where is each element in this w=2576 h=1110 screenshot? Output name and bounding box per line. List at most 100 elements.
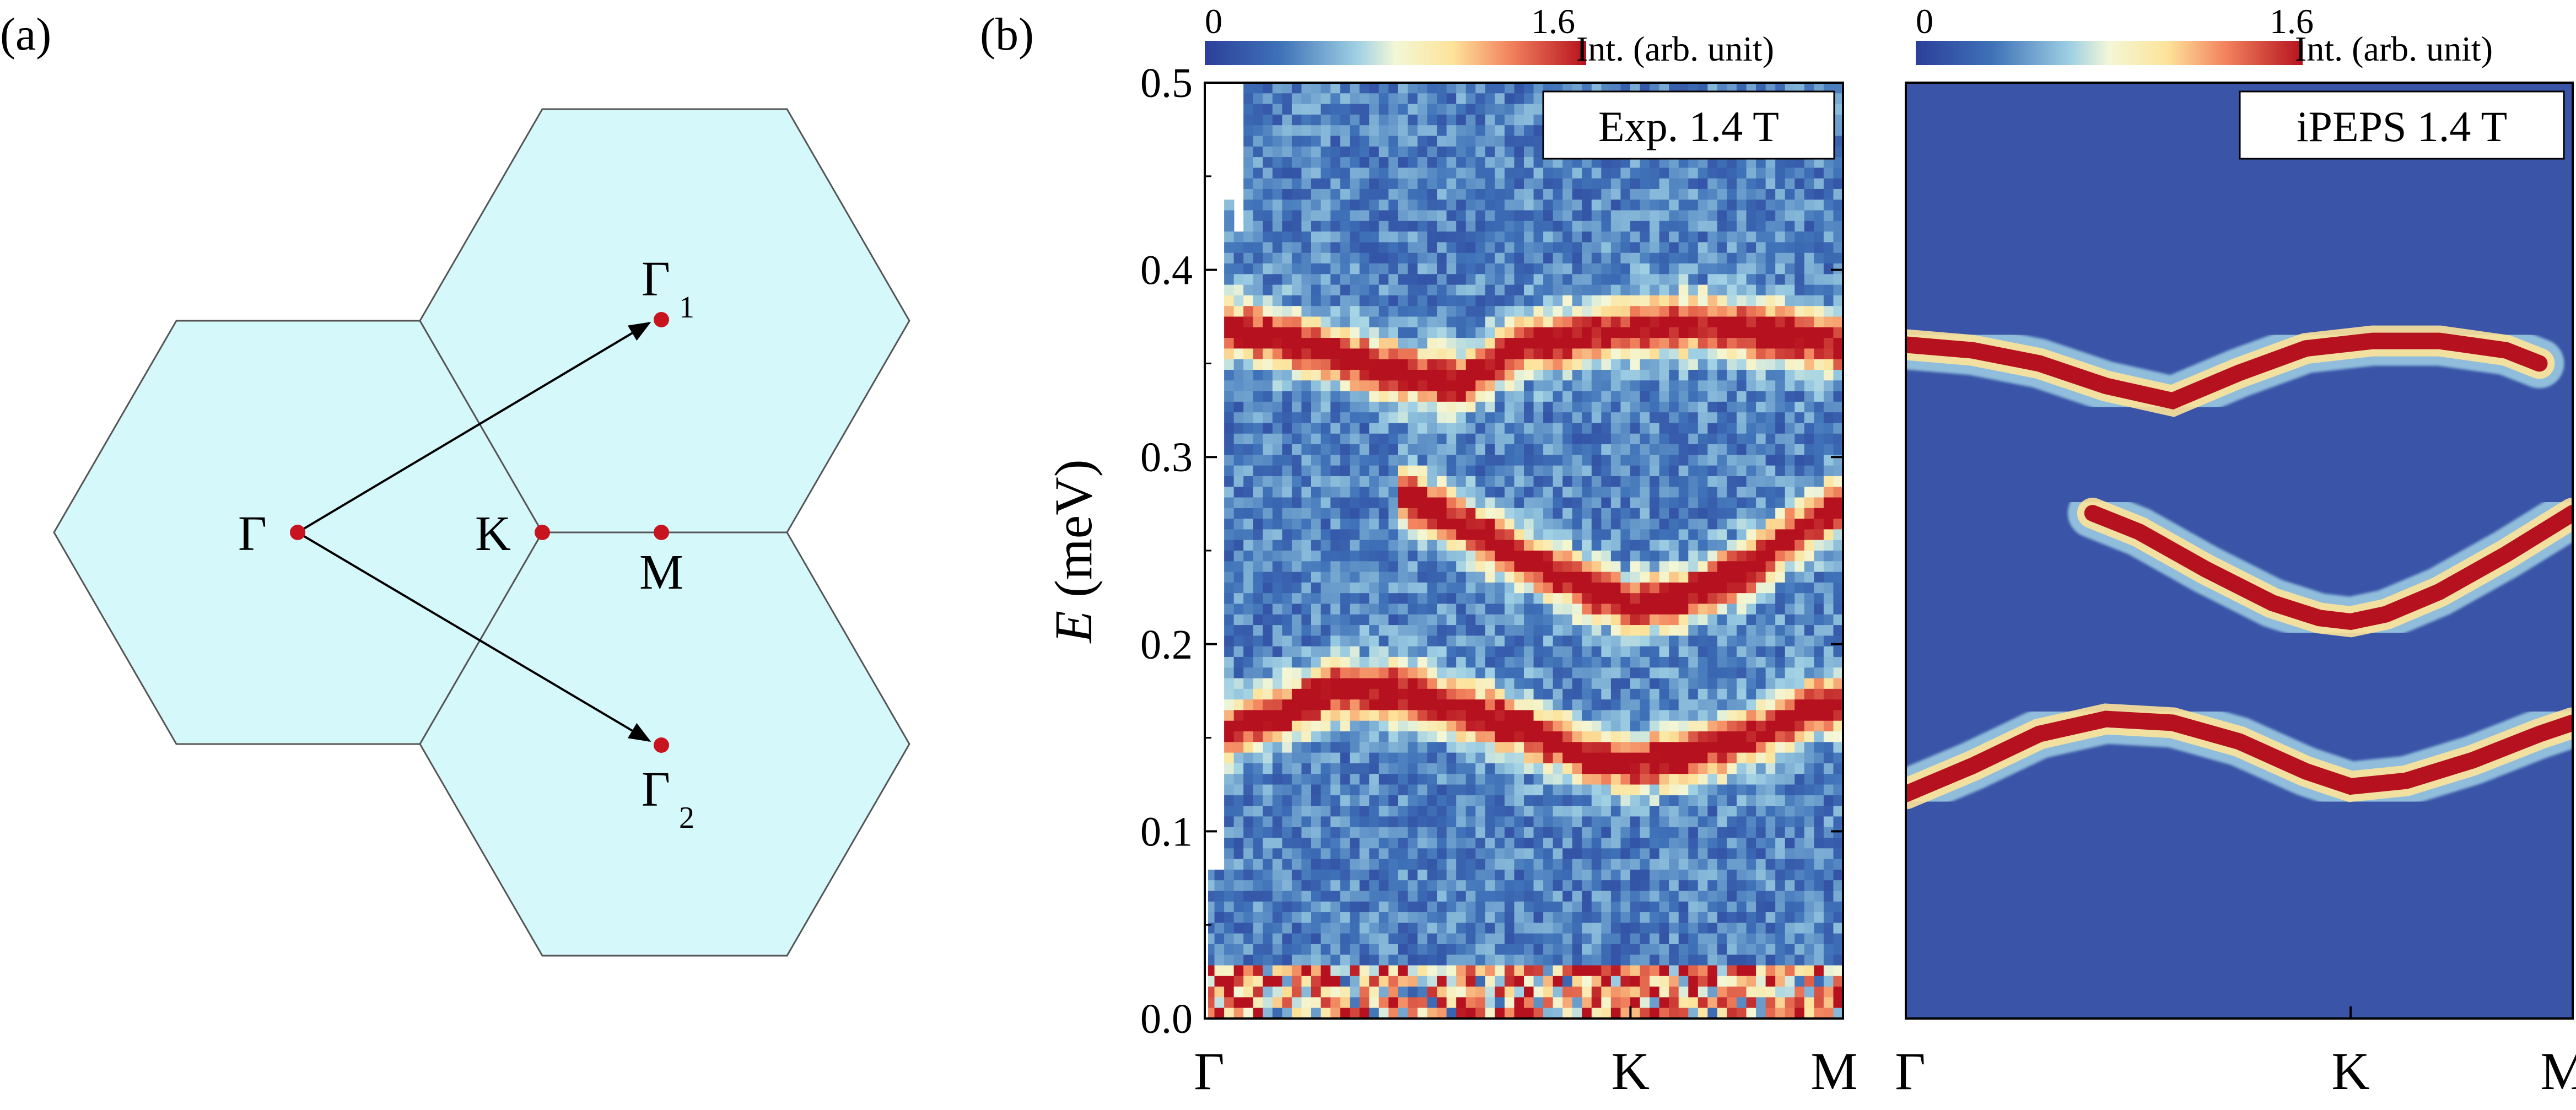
heatmap-exp-cell (1359, 200, 1370, 211)
heatmap-exp-cell (1591, 220, 1602, 232)
heatmap-exp-cell (1533, 136, 1544, 147)
heatmap-exp-cell (1630, 359, 1641, 370)
heatmap-exp-cell (1272, 306, 1283, 317)
heatmap-exp-cell (1340, 412, 1350, 424)
heatmap-exp-cell (1465, 731, 1476, 743)
heatmap-exp-cell (1727, 987, 1737, 998)
heatmap-exp-cell (1282, 965, 1292, 977)
heatmap-exp-cell (1243, 274, 1254, 285)
heatmap-exp-cell (1524, 635, 1534, 647)
heatmap-exp-cell (1572, 976, 1583, 987)
heatmap-exp-cell (1601, 551, 1612, 562)
heatmap-exp-cell (1243, 848, 1254, 860)
heatmap-exp-cell (1591, 795, 1602, 806)
heatmap-exp-cell (1562, 200, 1573, 211)
heatmap-exp-cell (1321, 784, 1331, 796)
heatmap-exp-cell (1582, 369, 1592, 381)
heatmap-exp-cell (1688, 168, 1699, 179)
heatmap-exp-cell (1224, 582, 1235, 594)
heatmap-exp-cell (1456, 295, 1467, 307)
heatmap-exp-cell (1369, 912, 1379, 924)
heatmap-exp-cell (1746, 667, 1756, 679)
heatmap-exp-cell (1311, 444, 1322, 456)
heatmap-exp-cell (1543, 444, 1554, 456)
heatmap-exp-cell (1321, 923, 1331, 934)
heatmap-exp-cell (1640, 869, 1650, 881)
heatmap-exp-cell (1543, 933, 1554, 945)
heatmap-exp-cell (1263, 837, 1273, 849)
heatmap-exp-cell (1437, 912, 1447, 924)
heatmap-exp-cell (1282, 923, 1292, 934)
heatmap-exp-cell (1746, 263, 1756, 275)
heatmap-exp-cell (1263, 508, 1273, 519)
heatmap-exp-cell (1253, 327, 1264, 338)
heatmap-exp-cell (1378, 231, 1389, 243)
heatmap-exp-cell (1524, 933, 1534, 945)
heatmap-exp-cell (1263, 188, 1273, 201)
heatmap-exp-cell (1418, 731, 1428, 743)
heatmap-exp-cell (1697, 625, 1709, 637)
heatmap-exp-cell (1659, 338, 1669, 349)
heatmap-exp-cell (1485, 433, 1496, 445)
heatmap-exp-cell (1707, 178, 1718, 190)
heatmap-exp-cell (1291, 688, 1302, 700)
heatmap-exp-cell (1697, 572, 1709, 583)
heatmap-exp-cell (1456, 263, 1467, 275)
heatmap-exp-cell (1553, 220, 1563, 232)
heatmap-exp-cell (1697, 635, 1709, 647)
heatmap-exp-cell (1475, 242, 1486, 254)
heatmap-exp-cell (1408, 955, 1418, 966)
heatmap-exp-cell (1446, 678, 1457, 689)
heatmap-exp-cell (1301, 561, 1312, 573)
heatmap-exp-cell (1378, 284, 1389, 296)
heatmap-exp-cell (1427, 955, 1437, 966)
heatmap-exp-cell (1465, 923, 1476, 934)
heatmap-exp-cell (1437, 338, 1447, 349)
heatmap-exp-cell (1388, 752, 1399, 764)
heatmap-exp-cell (1369, 412, 1379, 424)
heatmap-exp-cell (1582, 720, 1592, 732)
heatmap-exp-cell (1514, 763, 1524, 775)
heatmap-exp-cell (1620, 508, 1631, 519)
heatmap-exp-cell (1543, 656, 1554, 669)
heatmap-exp-cell (1465, 1007, 1476, 1019)
heatmap-exp-cell (1610, 955, 1621, 966)
heatmap-exp-cell (1427, 625, 1437, 637)
heatmap-exp-cell (1475, 582, 1486, 594)
heatmap-exp-cell (1591, 827, 1602, 838)
heatmap-exp-cell (1456, 274, 1467, 285)
heatmap-exp-cell (1495, 231, 1505, 243)
heatmap-exp-cell (1562, 646, 1573, 658)
heatmap-exp-cell (1253, 987, 1264, 998)
heatmap-exp-cell (1659, 699, 1669, 711)
heatmap-exp-cell (1533, 242, 1544, 254)
heatmap-exp-cell (1630, 742, 1641, 753)
heatmap-exp-cell (1610, 667, 1621, 679)
heatmap-exp-cell (1524, 168, 1534, 179)
heatmap-exp-cell (1291, 476, 1302, 488)
heatmap-exp-cell (1272, 933, 1283, 945)
heatmap-exp-cell (1350, 84, 1360, 94)
heatmap-exp-cell (1388, 114, 1399, 126)
heatmap-exp-cell (1224, 433, 1235, 445)
heatmap-exp-cell (1388, 146, 1399, 158)
heatmap-exp-cell (1640, 816, 1650, 828)
heatmap-exp-cell (1562, 359, 1573, 370)
heatmap-exp-cell (1650, 827, 1660, 838)
heatmap-exp-cell (1727, 699, 1737, 711)
heatmap-exp-cell (1533, 912, 1544, 924)
heatmap-exp-cell (1495, 572, 1505, 583)
heatmap-exp-cell (1233, 359, 1244, 370)
heatmap-exp-cell (1562, 391, 1573, 402)
heatmap-exp-cell (1504, 635, 1515, 647)
heatmap-exp-cell (1495, 263, 1505, 275)
heatmap-exp-cell (1514, 901, 1524, 913)
heatmap-exp-cell (1562, 252, 1573, 264)
heatmap-exp-cell (1243, 561, 1254, 573)
heatmap-exp-cell (1456, 944, 1467, 956)
heatmap-exp-cell (1669, 688, 1679, 700)
heatmap-exp-cell (1640, 348, 1650, 360)
heatmap-exp-cell (1359, 869, 1370, 881)
heatmap-exp-cell (1233, 997, 1244, 1009)
heatmap-exp-cell (1582, 678, 1592, 689)
